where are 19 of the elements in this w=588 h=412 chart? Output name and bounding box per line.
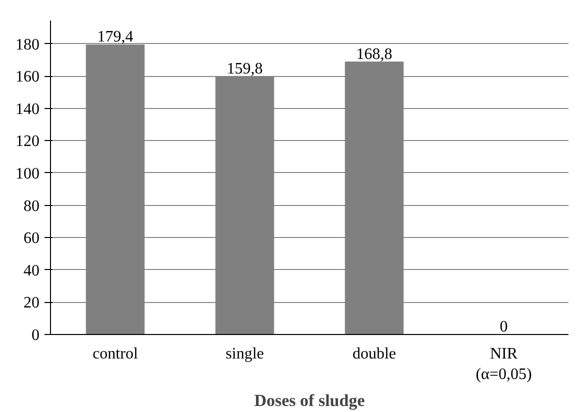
x-axis-title: Doses of sludge <box>254 390 366 410</box>
y-tick-label: 0 <box>32 327 40 344</box>
y-tick-label: 80 <box>24 198 40 215</box>
y-tick-label: 140 <box>16 100 40 118</box>
x-tick-label: NIR (α=0,05) <box>476 346 532 383</box>
y-tick-label: 20 <box>24 294 40 312</box>
y-tick-label: 160 <box>16 68 40 86</box>
x-tick-label: double <box>352 346 396 362</box>
data-label: 168,8 <box>356 46 392 63</box>
y-tick-label: 60 <box>24 230 40 248</box>
data-label: 179,4 <box>97 28 134 46</box>
x-tick-label: control <box>92 346 138 362</box>
data-label: 0 <box>500 318 508 336</box>
y-tick-label: 180 <box>16 36 40 54</box>
y-tick-label: 40 <box>24 262 40 280</box>
y-tick-label: 120 <box>16 133 40 150</box>
data-label: 159,8 <box>226 60 263 78</box>
x-tick-label: single <box>226 346 264 362</box>
y-tick-label: 100 <box>16 165 40 182</box>
